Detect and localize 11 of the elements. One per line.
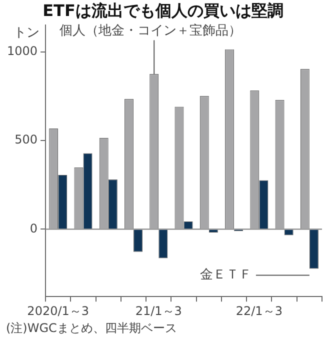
x-tick-label: 2020/1～3 xyxy=(27,304,90,318)
y-tick-label: 500 xyxy=(14,132,38,147)
y-axis-title: トン xyxy=(14,26,40,41)
text: (注)WGCまとめ、四半期ベース xyxy=(5,320,178,337)
x-tick-label: 22/1～3 xyxy=(236,304,282,318)
text: 金ＥＴＦ xyxy=(200,268,252,283)
x-tick-label: 21/1～3 xyxy=(135,304,182,318)
chart-title: ETFは流出でも個人の買いは堅調 xyxy=(42,0,284,20)
y-tick-label: 1000 xyxy=(6,44,38,58)
y-tick-label: 0 xyxy=(30,221,38,236)
series-label: 個人（地金・コイン＋宝飾品） xyxy=(60,22,242,39)
